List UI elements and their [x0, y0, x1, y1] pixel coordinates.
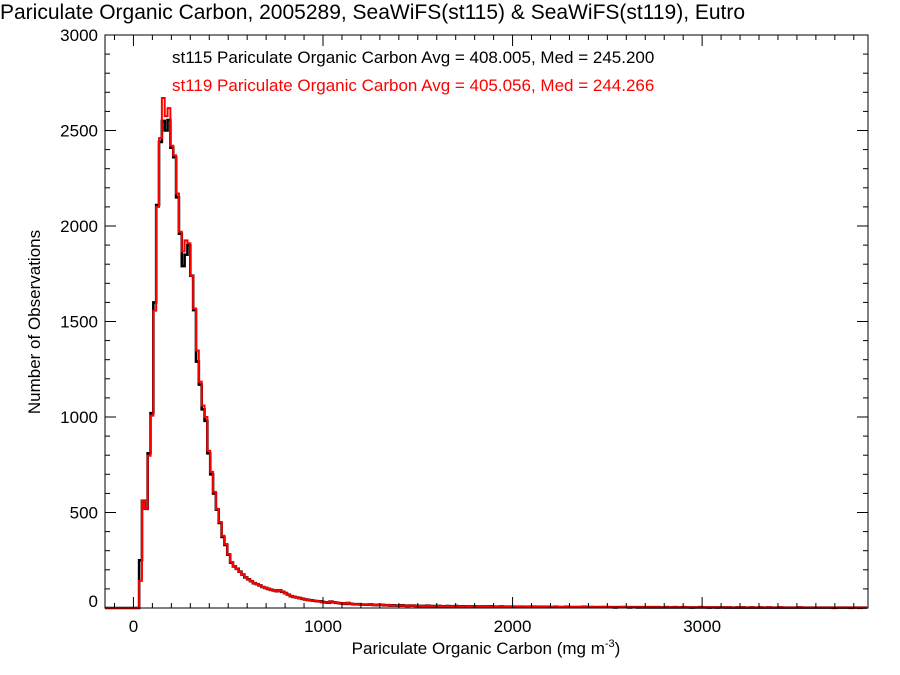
y-axis-title: Number of Observations	[25, 230, 44, 414]
chart-title: Pariculate Organic Carbon, 2005289, SeaW…	[0, 1, 746, 24]
x-tick-label: 3000	[683, 617, 721, 636]
x-tick-label: 2000	[494, 617, 532, 636]
legend-st115: st115 Pariculate Organic Carbon Avg = 40…	[172, 48, 654, 67]
x-axis-title-sup: -3	[605, 638, 615, 650]
x-axis-title: Pariculate Organic Carbon (mg m-3)	[352, 638, 621, 658]
x-tick-label: 1000	[304, 617, 342, 636]
y-tick-label: 2500	[60, 122, 98, 141]
legend-st119: st119 Pariculate Organic Carbon Avg = 40…	[172, 76, 654, 95]
x-axis-title-end: )	[615, 639, 621, 658]
y-tick-label: 1000	[60, 408, 98, 427]
x-tick-label: 0	[129, 617, 138, 636]
series-st115-line	[105, 118, 868, 610]
y-tick-label: 0	[89, 592, 98, 611]
x-axis-title-main: Pariculate Organic Carbon (mg m	[352, 639, 605, 658]
y-tick-label: 3000	[60, 26, 98, 45]
y-tick-label: 2000	[60, 217, 98, 236]
y-tick-label: 1500	[60, 313, 98, 332]
series-st119-line	[105, 97, 868, 609]
y-tick-label: 500	[70, 504, 98, 523]
